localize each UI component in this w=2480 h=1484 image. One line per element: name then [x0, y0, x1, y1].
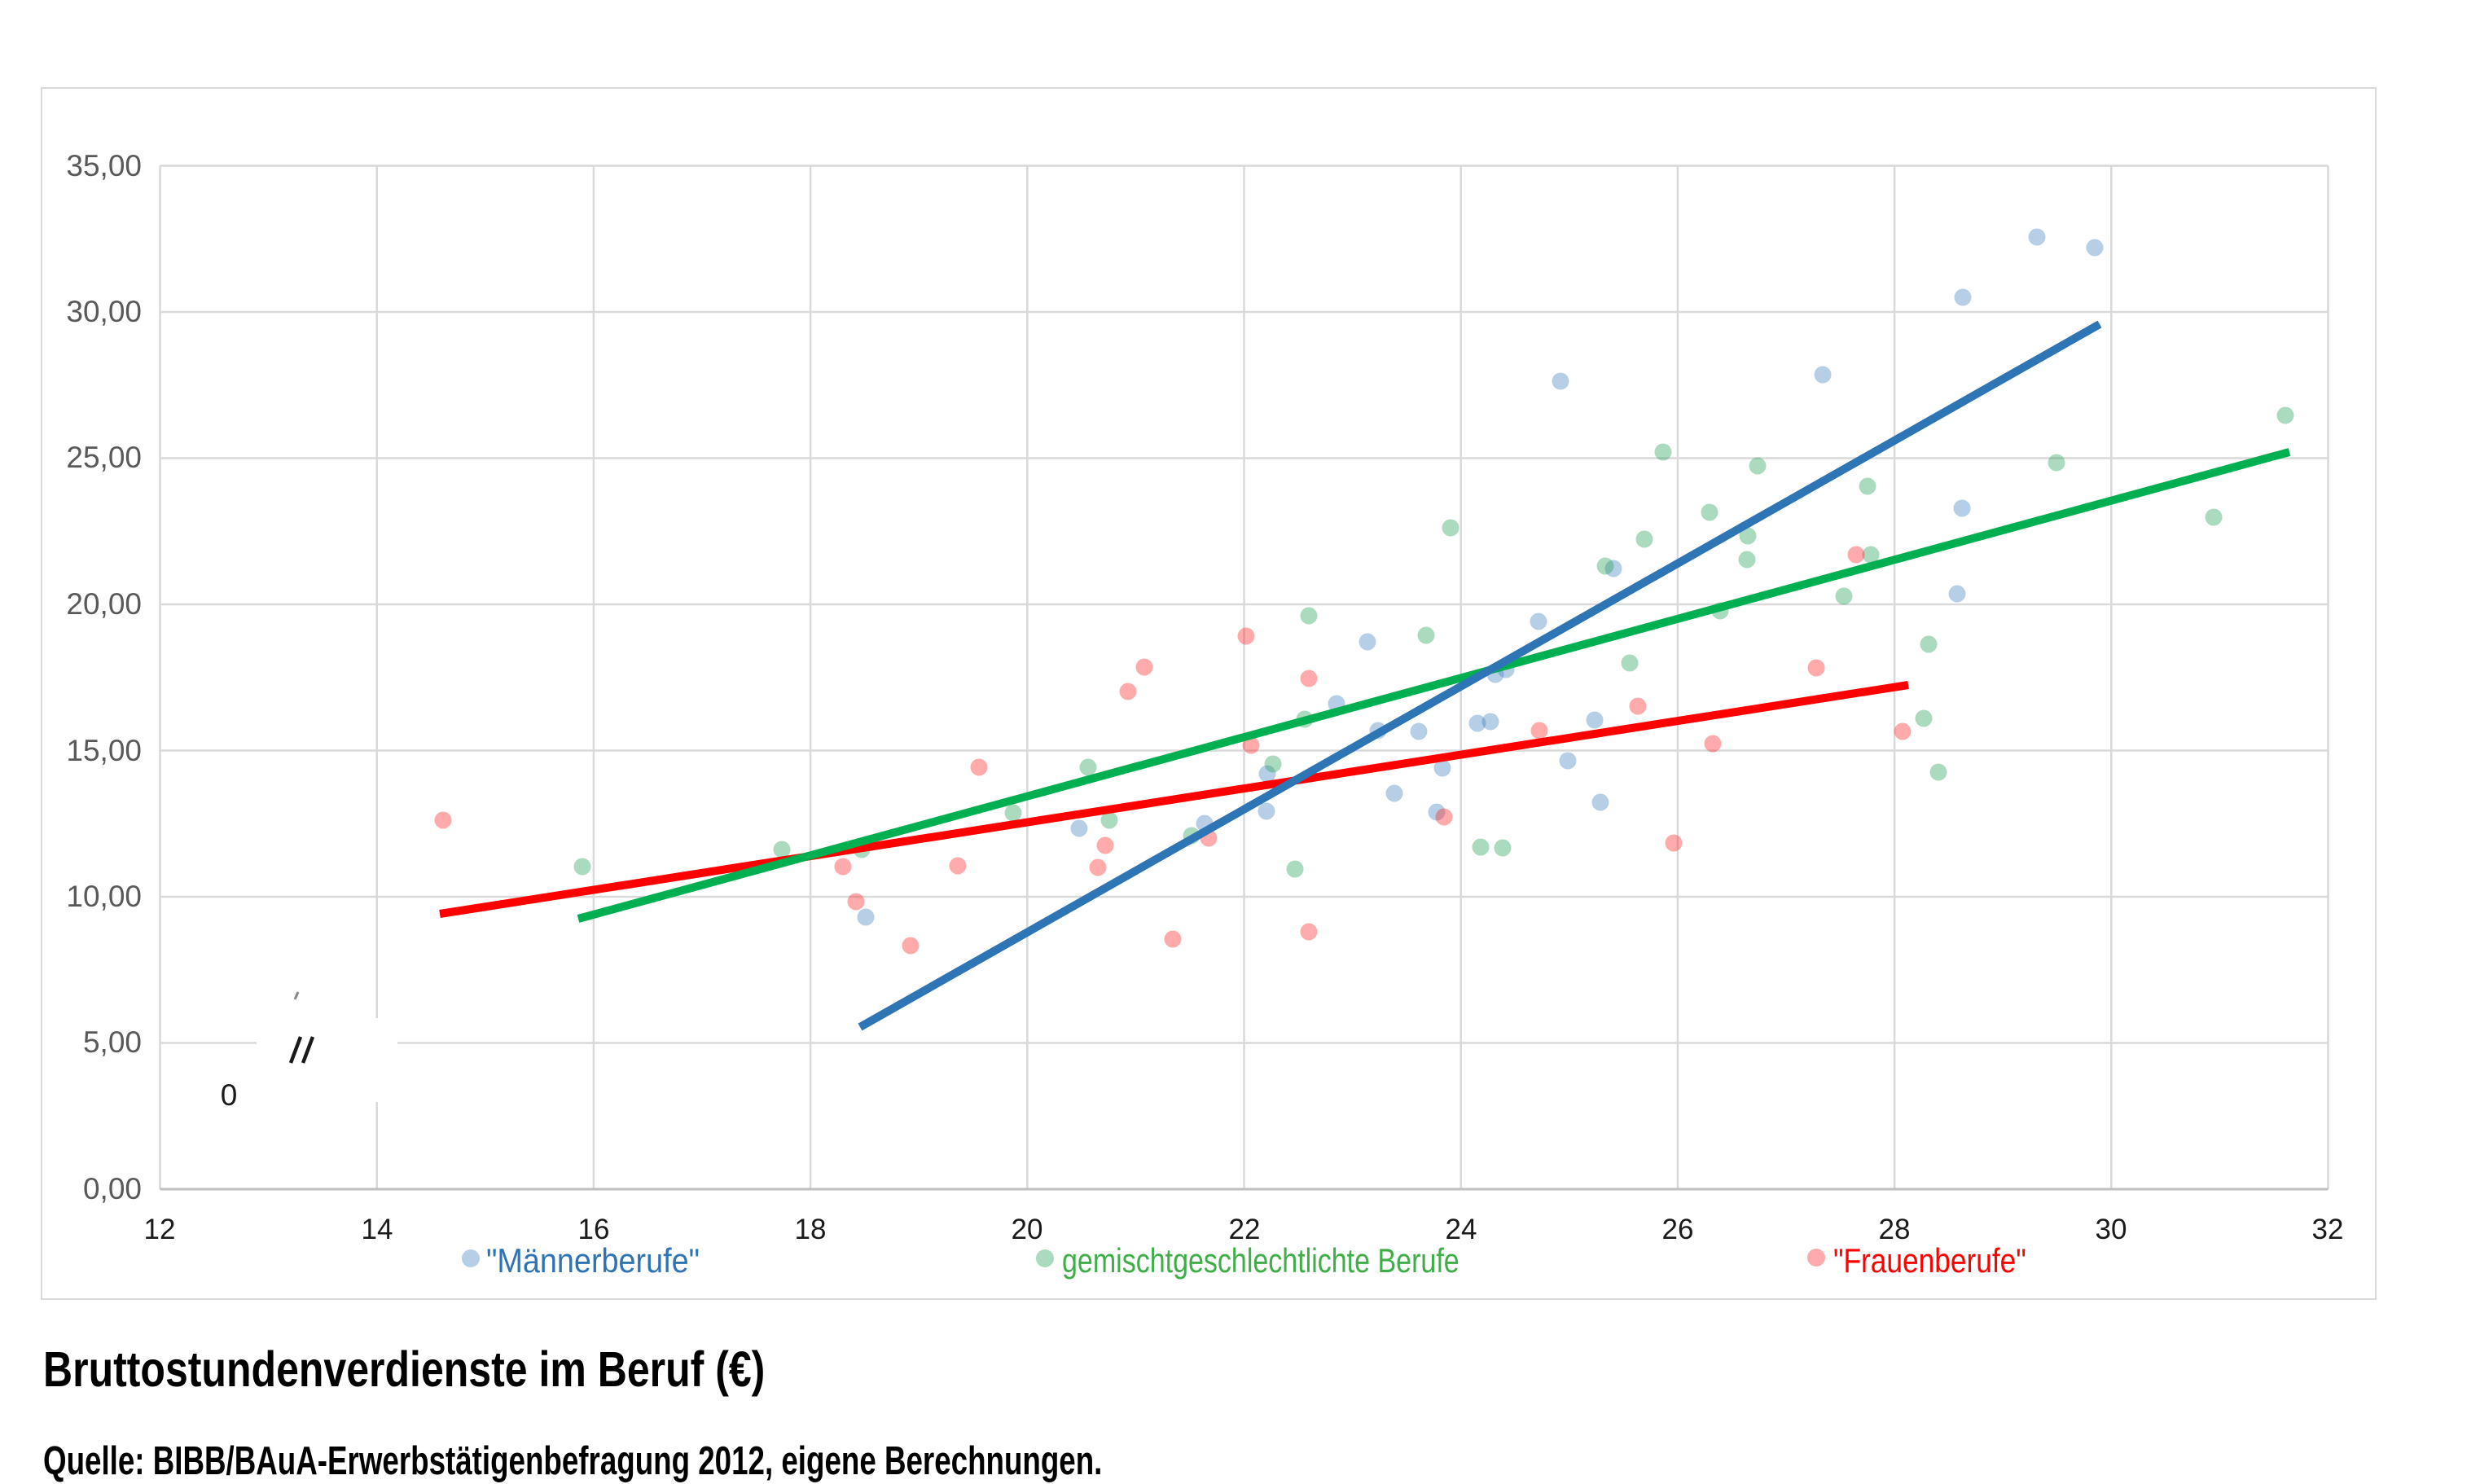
svg-text:"Frauenberufe": "Frauenberufe"	[1833, 1242, 2026, 1280]
svg-text:28: 28	[1879, 1214, 1911, 1245]
svg-text:14: 14	[362, 1214, 393, 1245]
svg-text:26: 26	[1662, 1214, 1694, 1245]
svg-text:30: 30	[2096, 1214, 2127, 1245]
svg-text:gemischtgeschlechtlichte Beruf: gemischtgeschlechtlichte Berufe	[1062, 1242, 1459, 1280]
svg-text:20,00: 20,00	[66, 587, 142, 621]
svg-text:35,00: 35,00	[66, 149, 142, 182]
svg-text:10,00: 10,00	[66, 880, 142, 913]
svg-text:15,00: 15,00	[66, 734, 142, 767]
svg-text:5,00: 5,00	[83, 1025, 142, 1059]
svg-text:18: 18	[795, 1214, 827, 1245]
svg-text:16: 16	[578, 1214, 610, 1245]
svg-text:25,00: 25,00	[66, 441, 142, 474]
svg-text:12: 12	[144, 1214, 176, 1245]
svg-text:"Männerberufe": "Männerberufe"	[486, 1242, 700, 1280]
svg-text:0: 0	[221, 1078, 238, 1112]
svg-text:0,00: 0,00	[83, 1172, 142, 1205]
svg-text:22: 22	[1229, 1214, 1261, 1245]
svg-text:20: 20	[1012, 1214, 1043, 1245]
svg-text:32: 32	[2312, 1214, 2344, 1245]
svg-text:Quelle: BIBB/BAuA-Erwerbstätig: Quelle: BIBB/BAuA-Erwerbstätigenbefragun…	[43, 1439, 1102, 1483]
svg-text:24: 24	[1446, 1214, 1477, 1245]
svg-text:Bruttostundenverdienste im Ber: Bruttostundenverdienste im Beruf (€)	[43, 1341, 765, 1397]
svg-text:30,00: 30,00	[66, 295, 142, 328]
